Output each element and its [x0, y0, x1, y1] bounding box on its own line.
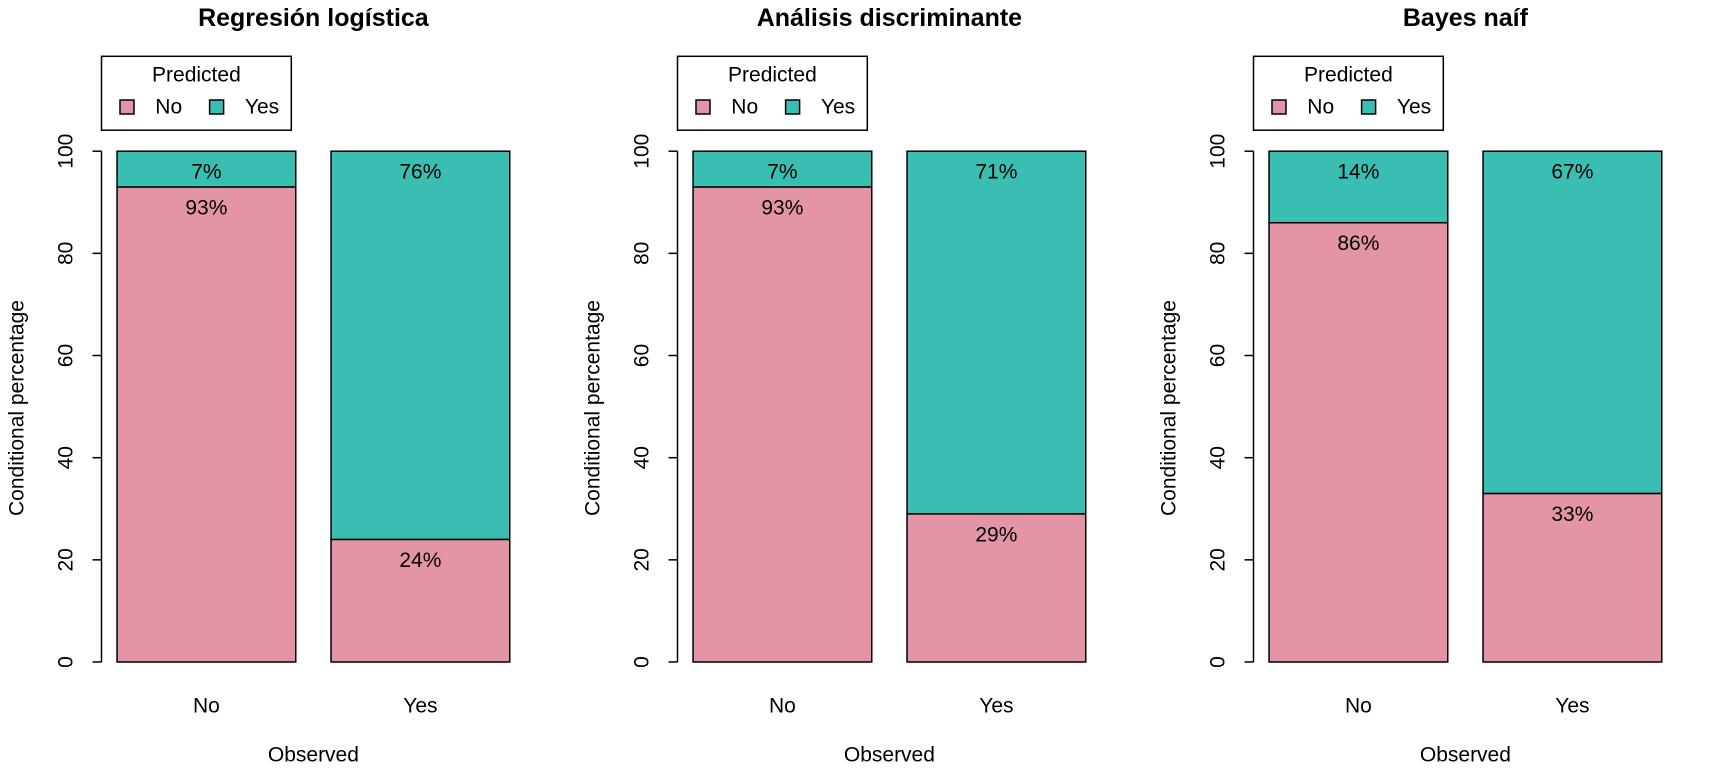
x-tick-label: No: [193, 695, 220, 718]
x-axis-label: Observed: [844, 744, 935, 767]
bars: 93% 7% 24% 76%: [116, 150, 511, 663]
chart-panel-1: Regresión logística Predicted No Yes 0 20 40 60…: [6, 4, 511, 767]
x-tick-label: No: [769, 695, 796, 718]
x-tick-label: Yes: [979, 695, 1013, 718]
legend-box: [1252, 55, 1445, 131]
x-tick-label: Yes: [403, 695, 437, 718]
legend-title: Predicted: [152, 64, 241, 87]
data-label: 33%: [1551, 503, 1593, 526]
bar-yes-yes: [1482, 150, 1663, 495]
y-tick-label: 20: [1207, 548, 1230, 571]
legend-swatch-no: [695, 99, 711, 115]
chart-title: Análisis discriminante: [757, 4, 1022, 32]
bars: 93% 7% 29% 71%: [692, 150, 1087, 663]
data-label: 67%: [1551, 161, 1593, 184]
legend-label-yes: Yes: [245, 96, 279, 119]
y-tick-label: 0: [1207, 656, 1230, 668]
bar-yes-yes: [906, 150, 1087, 515]
chart-title: Regresión logística: [198, 4, 430, 32]
data-label: 7%: [767, 161, 797, 184]
data-label: 93%: [185, 196, 227, 219]
y-tick-label: 60: [631, 344, 654, 367]
chart-panel-3: Bayes naíf Predicted No Yes 0 20 40 60 80 100 Cond…: [1158, 4, 1663, 767]
legend-label-no: No: [731, 96, 758, 119]
data-label: 7%: [191, 161, 221, 184]
bars: 86% 14% 33% 67%: [1268, 150, 1663, 663]
y-tick-label: 100: [631, 134, 654, 169]
data-label: 71%: [975, 161, 1017, 184]
x-axis-label: Observed: [268, 744, 359, 767]
x-tick-label: Yes: [1555, 695, 1589, 718]
legend: Predicted No Yes: [100, 55, 293, 131]
y-tick-label: 100: [1207, 134, 1230, 169]
legend-label-yes: Yes: [821, 96, 855, 119]
bar-no-no: [692, 186, 873, 663]
legend-swatch-yes: [784, 99, 801, 115]
y-tick-label: 40: [55, 446, 78, 469]
y-axis: 0 20 40 60 80 100: [55, 134, 103, 668]
y-axis: 0 20 40 60 80 100: [631, 134, 679, 668]
legend-swatch-yes: [1360, 99, 1377, 115]
y-tick-label: 100: [55, 134, 78, 169]
legend-label-yes: Yes: [1397, 96, 1431, 119]
data-label: 14%: [1337, 161, 1379, 184]
legend-title: Predicted: [728, 64, 817, 87]
legend-box: [100, 55, 293, 131]
data-label: 86%: [1337, 232, 1379, 255]
legend: Predicted No Yes: [1252, 55, 1445, 131]
y-axis-label: Conditional percentage: [582, 300, 605, 516]
chart-title: Bayes naíf: [1403, 4, 1529, 32]
y-axis-label: Conditional percentage: [1158, 300, 1181, 516]
legend-label-no: No: [155, 96, 182, 119]
y-tick-label: 80: [1207, 242, 1230, 265]
legend-box: [676, 55, 869, 131]
y-axis: 0 20 40 60 80 100: [1207, 134, 1255, 668]
chart-panel-2: Análisis discriminante Predicted No Yes 0 20 4…: [582, 4, 1087, 767]
bar-no-yes: [1268, 150, 1449, 224]
data-label: 24%: [399, 549, 441, 572]
y-tick-label: 0: [55, 656, 78, 668]
bar-no-no: [116, 186, 297, 663]
y-tick-label: 80: [631, 242, 654, 265]
legend-label-no: No: [1307, 96, 1334, 119]
y-tick-label: 60: [55, 344, 78, 367]
y-tick-label: 20: [55, 548, 78, 571]
data-label: 29%: [975, 523, 1017, 546]
x-axis-label: Observed: [1420, 744, 1511, 767]
bar-yes-no: [330, 538, 511, 663]
x-tick-label: No: [1345, 695, 1372, 718]
bar-yes-no: [906, 513, 1087, 663]
y-tick-label: 80: [55, 242, 78, 265]
legend-swatch-no: [119, 99, 135, 115]
y-tick-label: 60: [1207, 344, 1230, 367]
y-tick-label: 0: [631, 656, 654, 668]
bar-no-yes: [692, 150, 873, 188]
bar-yes-yes: [330, 150, 511, 541]
bar-no-no: [1268, 221, 1449, 663]
y-tick-label: 40: [1207, 446, 1230, 469]
data-label: 93%: [761, 196, 803, 219]
legend-title: Predicted: [1304, 64, 1393, 87]
y-axis-label: Conditional percentage: [6, 300, 29, 516]
y-tick-label: 20: [631, 548, 654, 571]
legend-swatch-no: [1271, 99, 1287, 115]
legend-swatch-yes: [208, 99, 225, 115]
y-tick-label: 40: [631, 446, 654, 469]
bar-no-yes: [116, 150, 297, 188]
legend: Predicted No Yes: [676, 55, 869, 131]
data-label: 76%: [399, 161, 441, 184]
bar-yes-no: [1482, 492, 1663, 663]
